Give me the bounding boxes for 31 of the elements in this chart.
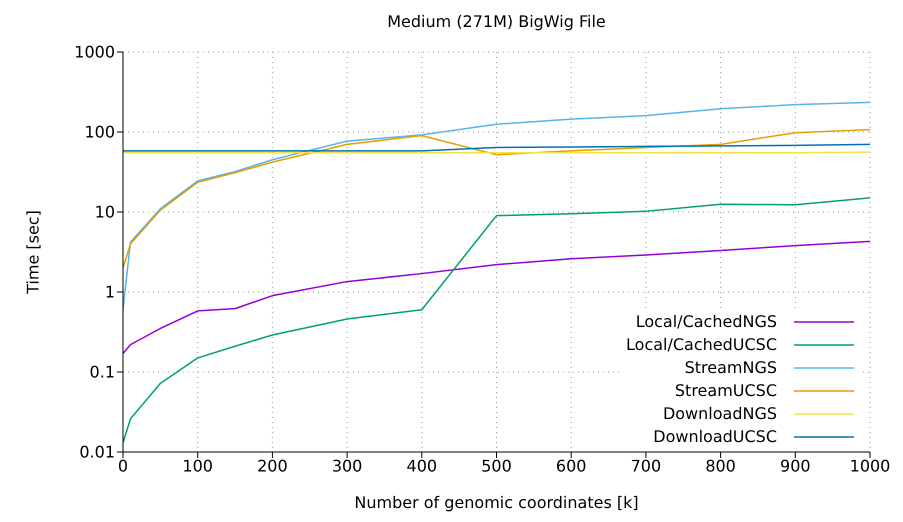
x-tick-label: 200	[257, 456, 288, 476]
x-tick-label: 100	[182, 456, 213, 476]
line-series	[123, 102, 870, 310]
y-tick-label: 0.01	[79, 442, 115, 462]
x-tick-label: 0	[118, 456, 128, 476]
line-series	[123, 240, 870, 354]
legend-label: Local/CachedNGS	[636, 312, 777, 331]
y-axis-title: Time [sec]	[24, 210, 43, 295]
y-tick-label: 0.1	[90, 362, 115, 382]
line-series	[123, 128, 870, 269]
y-tick-label: 10	[94, 202, 115, 222]
x-tick-label: 700	[630, 456, 662, 476]
x-tick-label: 600	[556, 456, 586, 476]
legend-label: Local/CachedUCSC	[626, 335, 777, 354]
line-series	[123, 197, 870, 444]
y-tick-label: 1	[104, 282, 115, 302]
line-series	[123, 144, 870, 152]
y-tick-label: 1000	[74, 42, 115, 62]
legend-label: StreamNGS	[684, 358, 777, 377]
legend-label: DownloadUCSC	[653, 427, 777, 446]
x-tick-label: 500	[481, 456, 512, 476]
legend-label: DownloadNGS	[662, 404, 777, 423]
y-tick-label: 100	[84, 122, 115, 142]
x-tick-label: 900	[780, 456, 811, 476]
x-tick-label: 400	[406, 456, 438, 476]
x-axis-title: Number of genomic coordinates [k]	[354, 493, 639, 512]
x-tick-label: 1000	[850, 456, 890, 476]
legend-label: StreamUCSC	[674, 381, 777, 400]
x-tick-label: 800	[705, 456, 736, 476]
chart-title: Medium (271M) BigWig File	[386, 12, 607, 31]
x-tick-label: 300	[332, 456, 362, 476]
